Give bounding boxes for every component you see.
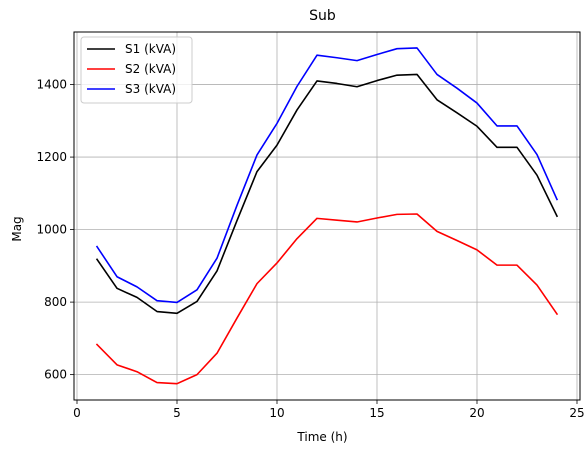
y-tick-label: 1400 (36, 78, 67, 92)
legend-label: S1 (kVA) (125, 42, 176, 56)
series-line-s3-kva (95, 47, 559, 304)
x-axis-label: Time (h) (296, 430, 347, 444)
y-tick-label: 1000 (36, 223, 67, 237)
x-tick-label: 5 (173, 406, 181, 420)
grid-layer (74, 32, 580, 400)
series-line-s1-kva (95, 73, 559, 315)
y-tick-label: 1200 (36, 150, 67, 164)
legend-label: S3 (kVA) (125, 82, 176, 96)
x-tick-label: 25 (569, 406, 584, 420)
legend-label: S2 (kVA) (125, 62, 176, 76)
chart-title: Sub (309, 8, 336, 24)
y-tick-label: 600 (44, 368, 67, 382)
y-tick-label: 800 (44, 295, 67, 309)
x-tick-label: 15 (369, 406, 384, 420)
legend-box (80, 36, 193, 104)
tick-layer: 0 5 10 15 20 25 600 800 1000 1200 1400 (36, 78, 584, 420)
x-tick-label: 20 (469, 406, 484, 420)
series-layer (95, 47, 559, 385)
series-line-s2-kva (95, 213, 559, 385)
x-tick-label: 0 (73, 406, 81, 420)
plot-frame (73, 31, 581, 401)
x-tick-label: 10 (269, 406, 284, 420)
y-axis-label: Mag (10, 216, 24, 241)
legend: S1 (kVA) S2 (kVA) S3 (kVA) (80, 36, 193, 104)
